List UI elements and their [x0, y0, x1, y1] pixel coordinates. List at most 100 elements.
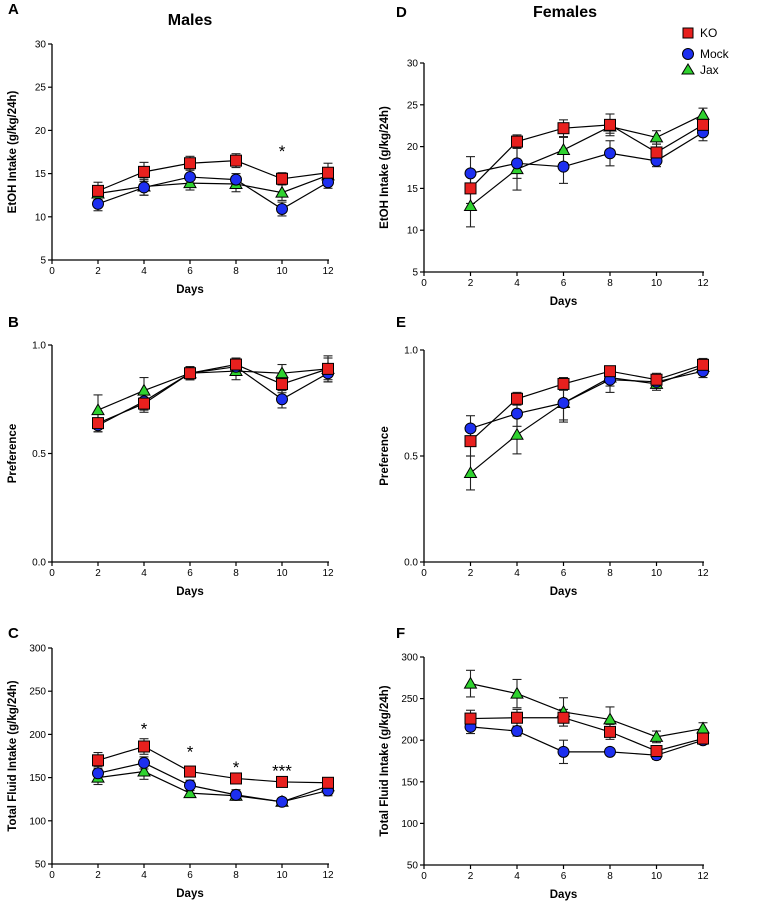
point-c-ko-1	[138, 740, 150, 753]
point-f-mock-3	[604, 745, 616, 758]
point-b-mock-4	[276, 393, 288, 406]
y-tick-label-f-1: 100	[401, 819, 418, 830]
point-f-jax-3	[603, 712, 617, 725]
point-b-ko-1	[138, 397, 150, 410]
y-tick-label-c-2: 150	[29, 773, 46, 784]
x-tick-label-c-6: 6	[187, 870, 193, 881]
legend-marker-mock	[682, 48, 694, 60]
x-tick-label-c-2: 2	[95, 870, 101, 881]
point-d-ko-1	[511, 135, 523, 148]
point-b-jax-0	[91, 403, 105, 416]
x-tick-label-e-12: 12	[697, 568, 709, 579]
x-tick-label-c-12: 12	[322, 870, 334, 881]
series-line-f-ko	[470, 717, 704, 752]
point-c-ko-0	[92, 754, 104, 767]
point-f-jax-5	[696, 721, 710, 734]
y-axis-label-a: EtOH Intake (g/kg/24h)	[7, 90, 19, 213]
legend-label-mock: Mock	[700, 47, 730, 61]
point-e-mock-0	[464, 422, 477, 435]
significance-marker-c-3: ***	[272, 762, 292, 781]
x-axis-label-c: Days	[176, 888, 204, 900]
point-a-ko-3	[230, 154, 242, 167]
significance-marker-c-1: *	[187, 743, 194, 762]
series-line-d-mock	[470, 131, 704, 174]
x-tick-label-a-8: 8	[233, 266, 239, 277]
series-line-e-mock	[470, 370, 704, 430]
x-tick-label-e-6: 6	[561, 568, 567, 579]
point-a-jax-4	[275, 185, 289, 198]
point-f-jax-1	[510, 686, 524, 699]
x-tick-label-a-12: 12	[322, 266, 334, 277]
x-tick-label-a-4: 4	[141, 266, 147, 277]
point-b-jax-4	[275, 366, 289, 379]
x-tick-label-b-10: 10	[276, 568, 288, 579]
y-axis-label-c: Total Fluid Intake (g/kg/24h)	[7, 680, 19, 831]
x-tick-label-a-6: 6	[187, 266, 193, 277]
y-axis-label-d: EtOH Intake (g/kg/24h)	[379, 106, 391, 229]
y-tick-label-d-4: 25	[407, 100, 419, 111]
y-tick-label-e-2: 1.0	[404, 346, 418, 357]
point-b-ko-0	[92, 417, 104, 430]
panel-label-d: D	[396, 4, 407, 21]
x-tick-label-f-12: 12	[697, 871, 709, 882]
point-f-mock-1	[511, 725, 523, 738]
point-b-ko-2	[184, 367, 196, 380]
y-tick-label-d-2: 15	[407, 184, 419, 195]
y-tick-label-a-5: 30	[35, 40, 47, 51]
x-tick-label-e-8: 8	[607, 568, 613, 579]
point-e-jax-0	[463, 465, 478, 478]
y-tick-label-e-1: 0.5	[404, 452, 418, 463]
panel-e: E 0 2 4 6 8 10 12 0.0 0.5 1.0 Days Preference	[379, 314, 710, 598]
y-tick-label-c-4: 250	[29, 687, 46, 698]
x-tick-label-d-6: 6	[561, 278, 567, 289]
y-tick-label-c-0: 50	[35, 860, 47, 871]
series-line-e-ko	[470, 364, 704, 442]
point-c-mock-0	[92, 767, 104, 780]
point-a-mock-0	[92, 197, 104, 210]
x-tick-label-c-4: 4	[141, 870, 147, 881]
point-f-ko-1	[511, 711, 523, 724]
point-e-mock-2	[557, 397, 570, 409]
point-e-ko-3	[604, 365, 616, 378]
legend-label-ko: KO	[700, 26, 717, 40]
panel-label-c: C	[8, 625, 19, 642]
y-tick-label-b-1: 0.5	[32, 449, 46, 460]
x-tick-label-f-2: 2	[468, 871, 474, 882]
y-tick-label-d-0: 5	[412, 268, 418, 279]
point-d-mock-3	[604, 147, 616, 160]
point-e-mock-1	[511, 407, 523, 420]
point-e-ko-4	[650, 373, 663, 386]
point-a-ko-4	[276, 172, 288, 185]
y-tick-label-d-3: 20	[407, 142, 419, 153]
x-tick-label-c-10: 10	[276, 870, 288, 881]
legend-label-jax: Jax	[700, 63, 719, 77]
y-tick-label-d-1: 10	[407, 226, 419, 237]
panel-label-f: F	[396, 625, 405, 642]
series-line-c-ko	[97, 745, 329, 784]
x-tick-label-b-12: 12	[322, 568, 334, 579]
point-a-mock-3	[230, 173, 242, 186]
x-tick-label-d-2: 2	[468, 278, 474, 289]
series-line-a-jax	[97, 174, 329, 195]
point-e-ko-1	[511, 392, 523, 405]
point-c-mock-4	[276, 795, 288, 808]
x-tick-label-d-10: 10	[651, 278, 663, 289]
y-tick-label-f-4: 250	[401, 694, 418, 705]
x-tick-label-f-6: 6	[561, 871, 567, 882]
x-tick-label-d-8: 8	[607, 278, 613, 289]
series-line-c-mock	[97, 762, 329, 803]
point-d-ko-3	[604, 118, 616, 131]
y-tick-label-f-5: 300	[401, 653, 418, 664]
y-tick-label-f-3: 200	[401, 736, 418, 747]
y-tick-label-e-0: 0.0	[404, 558, 418, 569]
point-a-ko-0	[92, 184, 104, 197]
legend-entry-jax: Jax	[681, 63, 719, 77]
x-tick-label-a-0: 0	[49, 266, 55, 277]
series-line-a-ko	[97, 160, 329, 192]
point-f-jax-0	[463, 676, 478, 689]
x-tick-label-f-10: 10	[651, 871, 663, 882]
point-c-jax-2	[183, 786, 197, 799]
legend-marker-ko	[682, 27, 694, 39]
y-tick-label-b-2: 1.0	[32, 341, 46, 352]
